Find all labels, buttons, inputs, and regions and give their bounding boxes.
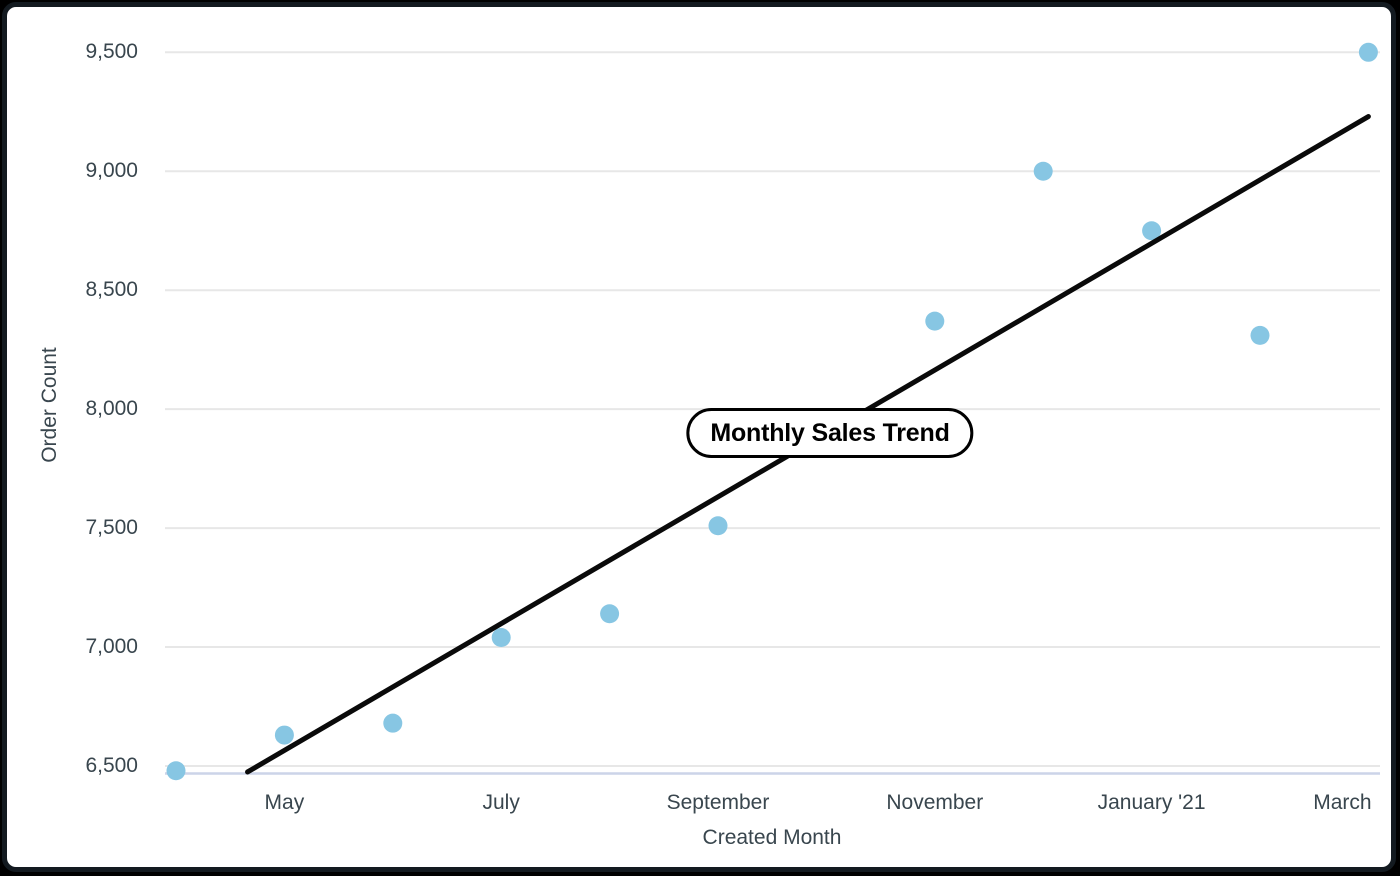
data-point[interactable] — [491, 628, 511, 648]
data-point[interactable] — [1033, 161, 1053, 181]
data-point[interactable] — [1250, 325, 1270, 345]
y-tick-label: 9,000 — [85, 159, 138, 183]
data-point[interactable] — [708, 516, 728, 536]
data-point[interactable] — [1142, 221, 1162, 241]
y-tick-label: 7,000 — [85, 635, 138, 659]
x-tick-label: March — [1313, 791, 1372, 814]
data-point[interactable] — [925, 311, 945, 331]
y-tick-label: 7,500 — [85, 516, 138, 540]
data-point[interactable] — [383, 713, 403, 733]
chart-title-pill: Monthly Sales Trend — [686, 408, 974, 458]
chart-title-text: Monthly Sales Trend — [710, 418, 950, 447]
x-tick-label: January '21 — [1097, 791, 1206, 814]
x-axis-title: Created Month — [702, 826, 842, 849]
x-tick-label: September — [666, 791, 770, 814]
y-tick-label: 9,500 — [85, 40, 138, 64]
y-tick-label: 8,500 — [85, 278, 138, 302]
x-tick-label: May — [264, 791, 305, 814]
y-tick-label: 6,500 — [85, 754, 138, 777]
data-point[interactable] — [1358, 42, 1378, 62]
x-tick-label: November — [886, 791, 984, 814]
data-point[interactable] — [600, 604, 620, 624]
data-point[interactable] — [274, 725, 294, 745]
x-tick-label: July — [482, 791, 520, 814]
y-tick-label: 8,000 — [85, 397, 138, 421]
y-axis-title: Order Count — [38, 347, 61, 463]
data-point[interactable] — [166, 761, 186, 781]
